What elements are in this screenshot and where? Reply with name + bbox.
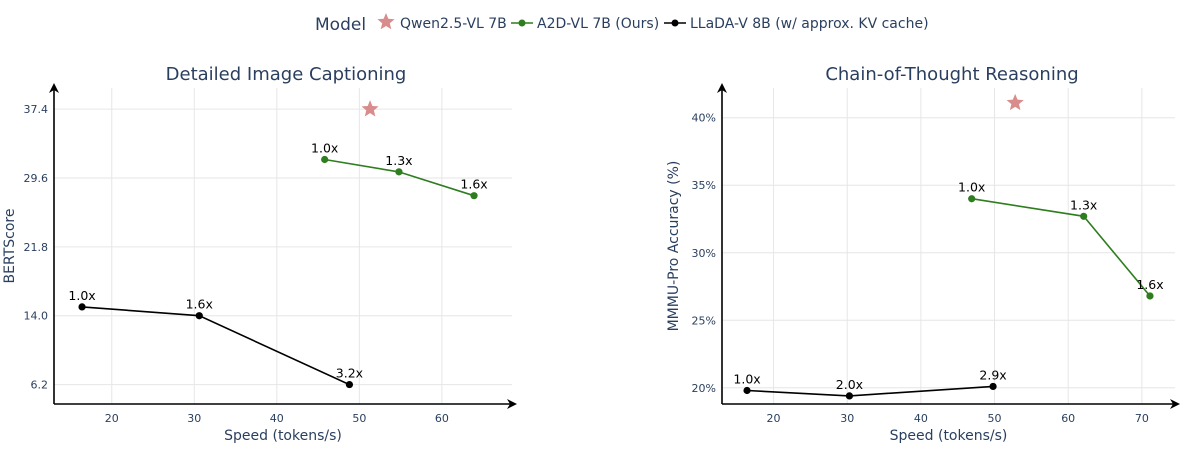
data-point: [395, 168, 403, 176]
legend-item-llada: LLaDA-V 8B (w/ approx. KV cache): [664, 16, 929, 32]
legend-circle-a2d-icon: [518, 19, 526, 27]
legend-label-qwen: Qwen2.5-VL 7B: [400, 16, 507, 32]
data-label: 2.9x: [979, 367, 1006, 382]
x-tick-label: 70: [1135, 412, 1149, 425]
x-tick-label: 60: [435, 412, 449, 425]
star-point: [1006, 93, 1024, 111]
legend-star-icon: [377, 13, 395, 30]
y-tick-label: 40%: [692, 112, 716, 125]
x-tick-label: 30: [187, 412, 201, 425]
y-tick-label: 6.2: [31, 379, 49, 392]
series-line: [971, 197, 1151, 297]
series-qwen2-5-vl-7b: [361, 100, 379, 117]
chart-captioning: Detailed Image Captioning 20 30 40 50 60 6.2 14…: [2, 64, 517, 444]
legend-item-a2d: A2D-VL 7B (Ours): [511, 16, 659, 32]
data-label: 1.3x: [385, 153, 412, 168]
x-tick-label: 40: [270, 412, 284, 425]
data-label: 1.0x: [311, 140, 338, 155]
data-point: [345, 380, 354, 389]
x-tick-label: 20: [105, 412, 119, 425]
data-label: 1.6x: [460, 177, 487, 192]
data-point: [743, 386, 751, 395]
data-point: [1080, 212, 1088, 220]
y-tick-label: 35%: [692, 179, 716, 192]
data-point: [321, 155, 329, 164]
x-tick-label: 50: [352, 412, 366, 425]
series-llada-v-8b-w-approx-kv-cache: 1.0x 1.6x 3.2x: [68, 288, 363, 389]
chart-title: Chain-of-Thought Reasoning: [825, 64, 1078, 85]
chart-reasoning: Chain-of-Thought Reasoning 20 30 40 50 60 70 20…: [666, 64, 1180, 444]
y-tick-label: 37.4: [24, 103, 49, 116]
data-point: [1146, 292, 1154, 300]
data-point: [470, 192, 478, 200]
legend-title: Model: [315, 15, 366, 35]
data-point: [845, 392, 854, 400]
x-tick-label: 50: [988, 412, 1002, 425]
data-label: 1.6x: [186, 297, 213, 312]
series-a2d-vl-7b-ours: 1.0x 1.3x 1.6x: [958, 180, 1164, 300]
legend-label-a2d: A2D-VL 7B (Ours): [537, 16, 659, 32]
data-label: 1.0x: [958, 180, 985, 195]
data-point: [989, 382, 997, 391]
x-tick-label: 40: [914, 412, 928, 425]
y-tick-label: 20%: [692, 382, 716, 395]
data-label: 1.3x: [1070, 197, 1097, 212]
series-qwen2-5-vl-7b: [1006, 93, 1024, 111]
data-point: [195, 312, 203, 320]
legend-circle-llada-icon: [671, 19, 679, 27]
y-axis-label: MMMU-Pro Accuracy (%): [666, 161, 682, 332]
x-tick-label: 60: [1061, 412, 1075, 425]
series-llada-v-8b-w-approx-kv-cache: 1.0x 2.0x 2.9x: [733, 367, 1007, 400]
x-axis-label: Speed (tokens/s): [224, 428, 342, 444]
y-axis-label: BERTScore: [2, 209, 18, 284]
y-tick-label: 30%: [692, 247, 716, 260]
x-axis-label: Speed (tokens/s): [890, 428, 1008, 444]
data-label: 1.0x: [68, 288, 95, 303]
series-a2d-vl-7b-ours: 1.0x 1.3x 1.6x: [311, 140, 488, 200]
star-point: [361, 100, 379, 117]
data-label: 1.6x: [1136, 277, 1163, 292]
y-tick-label: 29.6: [24, 172, 49, 185]
y-tick-label: 14.0: [24, 310, 49, 323]
x-tick-label: 20: [767, 412, 781, 425]
y-tick-label: 25%: [692, 314, 716, 327]
data-label: 3.2x: [336, 366, 363, 381]
chart-title: Detailed Image Captioning: [166, 64, 407, 85]
series-line: [82, 306, 350, 386]
legend: Model Qwen2.5-VL 7B A2D-VL 7B (Ours) LLa…: [315, 13, 929, 35]
data-label: 2.0x: [836, 377, 863, 392]
data-point: [968, 195, 976, 203]
data-point: [78, 303, 86, 311]
legend-label-llada: LLaDA-V 8B (w/ approx. KV cache): [690, 16, 929, 32]
x-tick-label: 30: [840, 412, 854, 425]
data-label: 1.0x: [733, 371, 760, 386]
y-tick-label: 21.8: [24, 241, 49, 254]
legend-item-qwen: Qwen2.5-VL 7B: [377, 13, 507, 32]
